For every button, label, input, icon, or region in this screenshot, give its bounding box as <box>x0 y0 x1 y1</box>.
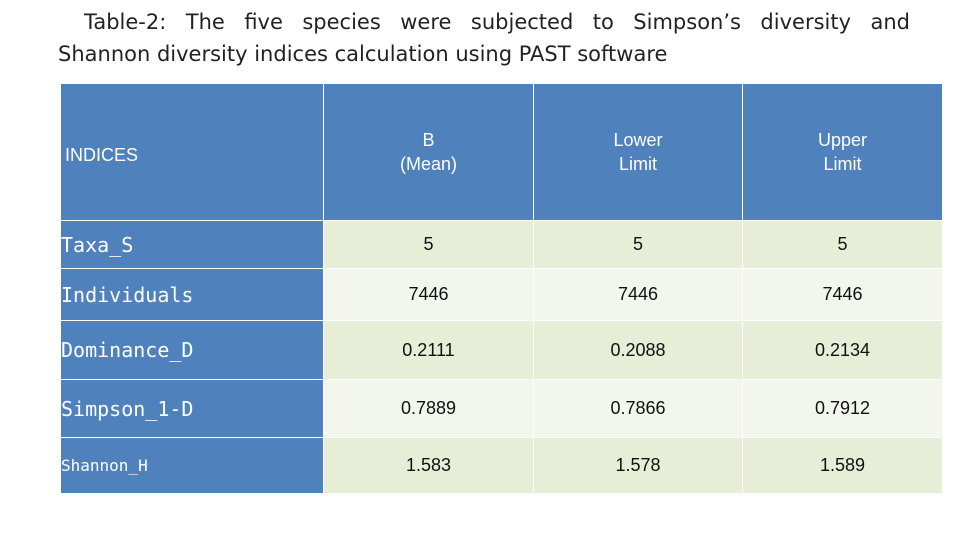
header-b-mean-line-1: B <box>422 130 435 150</box>
cell-mean: 1.583 <box>323 437 534 494</box>
header-lower-limit: Lower Limit <box>533 83 743 221</box>
table-row: Individuals 7446 7446 7446 <box>60 268 943 321</box>
cell-upper: 1.589 <box>742 437 943 494</box>
table-row: Shannon_H 1.583 1.578 1.589 <box>60 437 943 494</box>
row-label: Dominance_D <box>60 320 324 380</box>
diversity-indices-table: INDICES B (Mean) Lower Limit Upper Limit… <box>60 83 943 494</box>
cell-mean: 5 <box>323 220 534 269</box>
row-label: Taxa_S <box>60 220 324 269</box>
cell-upper: 7446 <box>742 268 943 321</box>
header-upper-limit-line-1: Upper <box>817 130 868 150</box>
header-upper-limit-line-2: Limit <box>823 154 862 174</box>
cell-lower: 0.2088 <box>533 320 743 380</box>
cell-mean: 0.2111 <box>323 320 534 380</box>
table-caption: Table-2: The five species were subjected… <box>58 6 910 70</box>
cell-mean: 7446 <box>323 268 534 321</box>
table-header-row: INDICES B (Mean) Lower Limit Upper Limit <box>60 83 943 221</box>
header-lower-limit-line-2: Limit <box>618 154 657 174</box>
table-row: Dominance_D 0.2111 0.2088 0.2134 <box>60 320 943 380</box>
header-b-mean-line-2: (Mean) <box>399 154 457 174</box>
cell-upper: 5 <box>742 220 943 269</box>
header-indices: INDICES <box>60 83 324 221</box>
cell-lower: 5 <box>533 220 743 269</box>
cell-lower: 1.578 <box>533 437 743 494</box>
table-row: Taxa_S 5 5 5 <box>60 220 943 269</box>
caption-line-2: Shannon diversity indices calculation us… <box>58 42 668 66</box>
cell-upper: 0.7912 <box>742 379 943 438</box>
header-lower-limit-line-1: Lower <box>613 130 663 150</box>
header-b-mean: B (Mean) <box>323 83 534 221</box>
cell-lower: 0.7866 <box>533 379 743 438</box>
caption-line-1: Table-2: The five species were subjected… <box>84 10 910 34</box>
cell-lower: 7446 <box>533 268 743 321</box>
cell-upper: 0.2134 <box>742 320 943 380</box>
header-upper-limit: Upper Limit <box>742 83 943 221</box>
row-label: Simpson_1-D <box>60 379 324 438</box>
cell-mean: 0.7889 <box>323 379 534 438</box>
row-label: Shannon_H <box>60 437 324 494</box>
table-row: Simpson_1-D 0.7889 0.7866 0.7912 <box>60 379 943 438</box>
row-label: Individuals <box>60 268 324 321</box>
